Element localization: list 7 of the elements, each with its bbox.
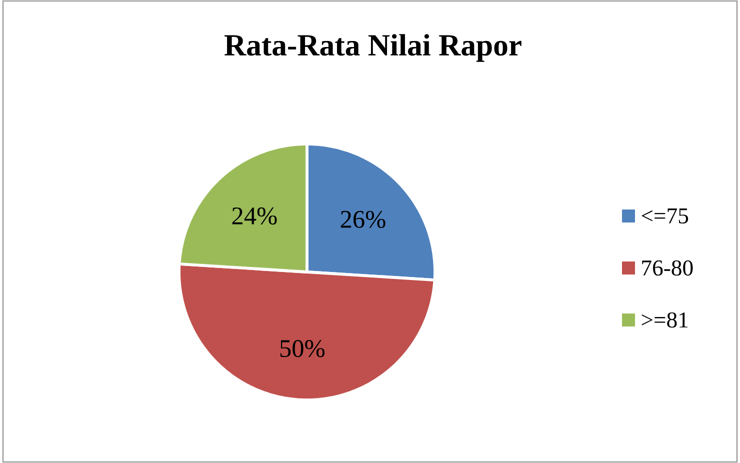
data-label: 24% <box>232 207 277 225</box>
data-label: 50% <box>280 340 325 358</box>
legend-label: >=81 <box>642 312 688 328</box>
data-label: 26% <box>340 210 386 228</box>
chart-title: Rata-Rata Nilai Rapor <box>224 34 522 62</box>
legend-label: <=75 <box>642 208 688 224</box>
legend-label: 76-80 <box>642 260 693 276</box>
